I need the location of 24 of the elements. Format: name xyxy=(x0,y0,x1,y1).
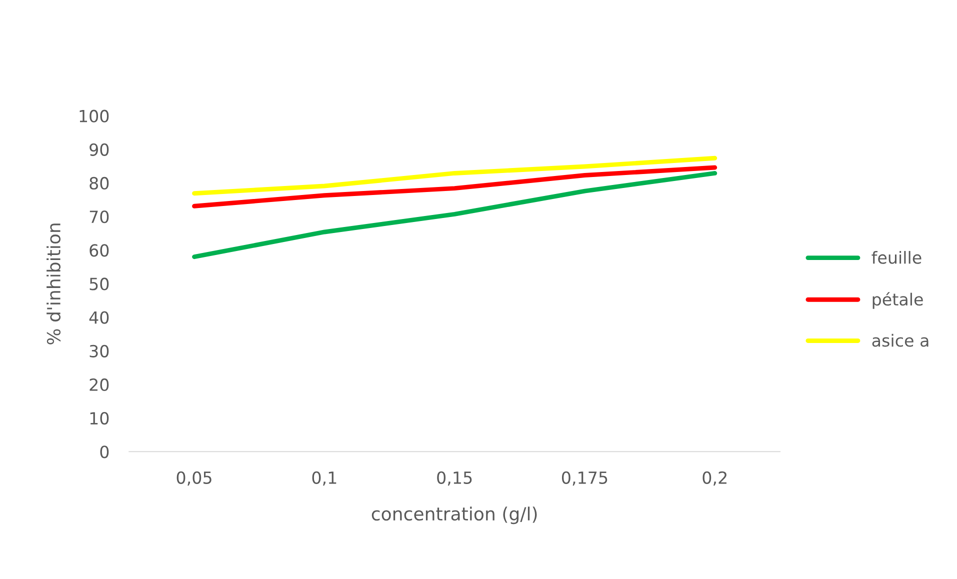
x-tick-label: 0,175 xyxy=(562,471,608,486)
line-series xyxy=(192,156,718,196)
y-tick-label: 60 xyxy=(90,244,109,257)
line-series xyxy=(192,165,718,208)
x-tick-label: 0,1 xyxy=(312,471,336,486)
y-tick-label: 70 xyxy=(90,210,109,224)
legend-label: pétale xyxy=(872,292,923,309)
line-series xyxy=(192,171,718,260)
y-tick-label: 80 xyxy=(90,176,109,190)
legend-label: asice a xyxy=(872,334,928,347)
y-axis-title: % d'inhibition xyxy=(46,224,61,344)
y-tick-label: 50 xyxy=(90,278,109,290)
y-tick-label: 0 xyxy=(100,446,109,458)
x-tick-label: 0,15 xyxy=(437,471,472,486)
y-tick-label: 10 xyxy=(90,412,109,425)
y-tick-label: 100 xyxy=(80,110,109,122)
x-tick-label: 0,2 xyxy=(702,471,726,486)
y-tick-label: 40 xyxy=(89,311,109,324)
y-tick-label: 20 xyxy=(90,378,109,392)
y-tick-label: 30 xyxy=(90,344,109,358)
legend-label: feuille xyxy=(872,250,922,264)
x-tick-label: 0,05 xyxy=(176,471,212,486)
x-axis-title: concentration (g/l) xyxy=(372,506,537,524)
y-tick-label: 90 xyxy=(90,143,109,156)
